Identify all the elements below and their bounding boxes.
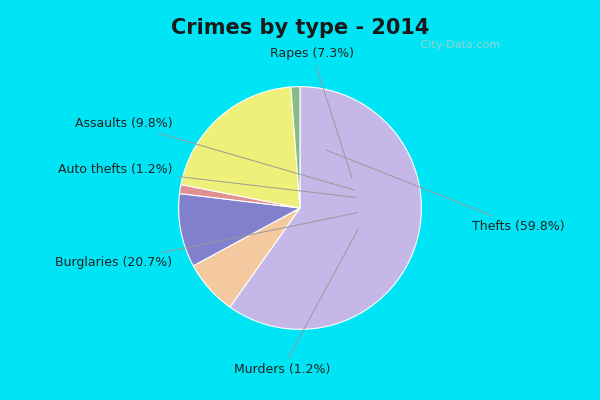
Text: Murders (1.2%): Murders (1.2%) [233, 229, 358, 376]
Text: Crimes by type - 2014: Crimes by type - 2014 [171, 18, 429, 38]
Text: Auto thefts (1.2%): Auto thefts (1.2%) [58, 163, 356, 198]
Wedge shape [179, 194, 300, 266]
Wedge shape [230, 87, 421, 329]
Wedge shape [193, 208, 300, 307]
Text: Thefts (59.8%): Thefts (59.8%) [326, 150, 565, 233]
Text: City-Data.com: City-Data.com [417, 40, 500, 50]
Wedge shape [291, 87, 300, 208]
Wedge shape [181, 87, 300, 208]
Text: Rapes (7.3%): Rapes (7.3%) [270, 47, 354, 178]
Text: Assaults (9.8%): Assaults (9.8%) [75, 116, 355, 190]
Text: Burglaries (20.7%): Burglaries (20.7%) [55, 212, 358, 269]
Wedge shape [179, 184, 300, 208]
